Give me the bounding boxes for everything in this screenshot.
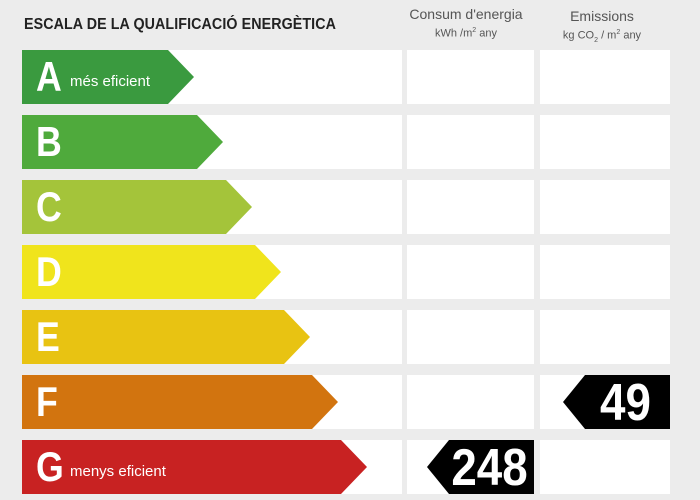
consum-value: 248 [451,439,528,497]
consum-cell [407,375,534,429]
rating-arrow-b [22,115,223,169]
emissions-cell [540,50,670,104]
emissions-cell [540,245,670,299]
rating-arrow-shape [22,245,281,299]
rating-row-e: E [0,310,700,364]
rating-letter: G [36,443,64,490]
rating-arrow-shape [22,180,252,234]
rating-arrow-shape [22,50,194,104]
rating-description: més eficient [70,73,151,90]
consum-cell [407,245,534,299]
rating-letter: D [36,248,62,295]
rating-arrow-e [22,310,310,364]
rating-description: menys eficient [70,463,166,480]
rating-arrow-g [22,440,367,494]
rating-letter: C [36,183,62,230]
rating-arrow-d [22,245,281,299]
emissions-cell [540,440,670,494]
emissions-column-header: Emissions kg CO2 / m2 any [540,7,664,49]
consum-column-header: Consum d'energia kWh /m2 any [404,5,528,42]
consum-tag-shape [427,440,534,494]
rating-arrow-shape [22,310,310,364]
emissions-cell [540,180,670,234]
consum-cell [407,180,534,234]
emissions-unit: kg CO2 / m2 any [562,29,642,44]
rating-arrow-a [22,50,194,104]
rating-row-f: F 49 [0,374,700,432]
page-title: ESCALA DE LA QUALIFICACIÓ ENERGÈTICA [24,16,337,33]
emissions-value: 49 [600,374,651,432]
emissions-cell [540,310,670,364]
consum-unit: kWh /m2 any [435,27,497,40]
consum-tag: 248 [427,439,534,497]
emissions-tag-shape [563,375,670,429]
consum-cell [407,310,534,364]
emissions-label: Emissions [570,8,634,24]
consum-cell [407,50,534,104]
rating-arrow-shape [22,115,223,169]
rating-row-d: D [0,245,700,299]
consum-cell [407,115,534,169]
rating-row-c: C [0,180,700,234]
rating-arrow-f [22,375,338,429]
rating-letter: F [36,378,58,425]
rating-arrow-shape [22,375,338,429]
emissions-cell [540,115,670,169]
rating-row-b: B [0,115,700,169]
rating-arrow-c [22,180,252,234]
rating-letter: E [36,313,60,360]
rating-letter: B [36,118,62,165]
rating-letter: A [36,53,62,100]
emissions-tag: 49 [563,374,670,432]
consum-label: Consum d'energia [409,6,523,22]
rating-arrow-shape [22,440,367,494]
